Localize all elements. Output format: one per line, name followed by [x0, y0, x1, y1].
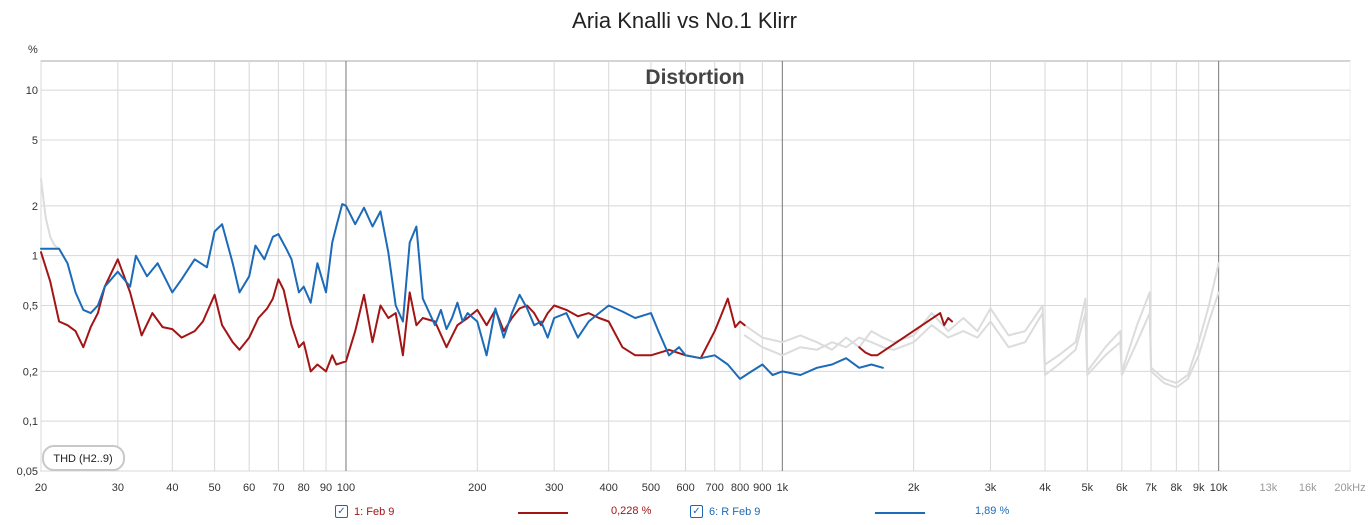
x-tick-label: 40	[166, 482, 178, 494]
x-tick-label: 90	[320, 482, 332, 494]
x-tick-label: 7k	[1145, 482, 1157, 494]
checkbox-series-2[interactable]: ✓	[690, 505, 703, 518]
x-tick-label: 5k	[1081, 482, 1093, 494]
series-line-2	[40, 203, 884, 380]
y-tick-label: 2	[32, 201, 38, 213]
chart-subtitle: Distortion	[645, 66, 744, 89]
x-tick-label: 80	[298, 482, 310, 494]
x-tick-label: 800	[731, 482, 749, 494]
y-tick-label: 0,2	[23, 366, 38, 378]
x-tick-label: 500	[642, 482, 660, 494]
legend-item-series-1[interactable]: ✓ 1: Feb 9	[335, 505, 394, 518]
x-tick-label: 2k	[908, 482, 920, 494]
legend-value-text-series-2: 1,89 %	[975, 505, 1010, 517]
plot-area-border	[40, 60, 1351, 472]
x-tick-label: 20	[35, 482, 47, 494]
y-tick-label: 0,05	[17, 466, 38, 478]
x-tick-label: 8k	[1171, 482, 1183, 494]
chart-title: Aria Knalli vs No.1 Klirr	[572, 8, 797, 33]
legend-value-text-series-1: 0,228 %	[611, 505, 652, 517]
x-tick-label: 50	[209, 482, 221, 494]
x-tick-label: 100	[337, 482, 355, 494]
x-tick-label: 70	[272, 482, 284, 494]
x-tick-label: 13k	[1259, 482, 1277, 494]
x-tick-label: 4k	[1039, 482, 1051, 494]
x-tick-label: 600	[676, 482, 694, 494]
x-tick-label: 20kHz	[1334, 482, 1365, 494]
x-tick-label: 16k	[1299, 482, 1317, 494]
x-tick-label: 700	[706, 482, 724, 494]
annotation-text: THD (H2..9)	[53, 453, 112, 465]
legend-value-series-1: 0,228 %	[611, 505, 651, 517]
x-axis-ticks: 20 30 40 50 60 70 80 90 100 200 300 400 500 600 700 800…	[35, 482, 1366, 494]
legend-swatch-series-1	[518, 512, 568, 514]
y-tick-label: 0,5	[23, 300, 38, 312]
legend-item-series-2[interactable]: ✓ 6: R Feb 9	[690, 505, 760, 518]
checkbox-series-1[interactable]: ✓	[335, 505, 348, 518]
x-tick-label: 200	[468, 482, 486, 494]
legend: ✓ 1: Feb 9 0,228 % ✓ 6: R Feb 9 1,89 %	[0, 505, 1369, 523]
legend-swatch-series-2	[875, 512, 925, 514]
minor-gridlines	[40, 61, 1351, 472]
series-line-4	[743, 262, 1220, 384]
x-tick-label: 400	[600, 482, 618, 494]
x-tick-label: 900	[753, 482, 771, 494]
x-tick-label: 300	[545, 482, 563, 494]
x-tick-label: 3k	[985, 482, 997, 494]
y-tick-label: 10	[26, 85, 38, 97]
y-axis-ticks: 10 5 2 1 0,5 0,2 0,1 0,05	[17, 85, 38, 478]
series-line-3	[40, 178, 1220, 389]
x-tick-label: 1k	[777, 482, 789, 494]
series-layer	[40, 178, 1220, 389]
annotation-badge: THD (H2..9)	[42, 445, 125, 471]
x-tick-label: 10k	[1210, 482, 1228, 494]
x-tick-label: 6k	[1116, 482, 1128, 494]
y-tick-label: 5	[32, 135, 38, 147]
legend-label-series-2: 6: R Feb 9	[709, 505, 761, 518]
series-line-1	[40, 251, 954, 373]
legend-value-series-2: 1,89 %	[975, 505, 1009, 517]
y-tick-label: 0,1	[23, 416, 38, 428]
x-tick-label: 30	[112, 482, 124, 494]
legend-label-series-1: 1: Feb 9	[354, 505, 395, 518]
y-axis-label: %	[28, 44, 38, 56]
y-tick-label: 1	[32, 251, 38, 263]
x-tick-label: 60	[243, 482, 255, 494]
x-tick-label: 9k	[1193, 482, 1205, 494]
